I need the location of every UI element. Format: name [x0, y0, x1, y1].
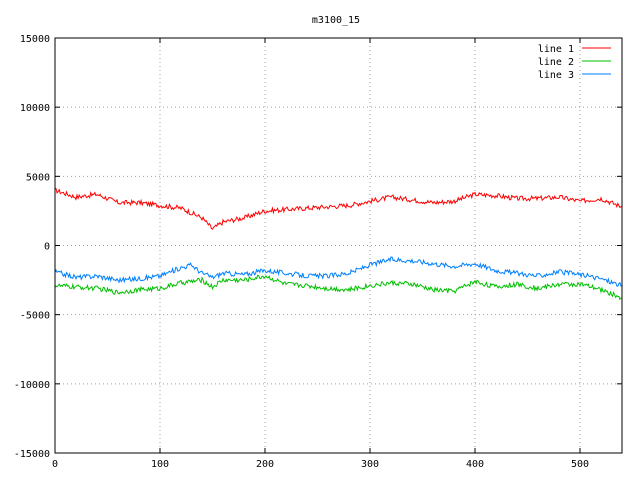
series-line-2 — [54, 274, 622, 301]
series-line-1 — [54, 187, 623, 230]
legend-label-1: line 1 — [538, 44, 574, 55]
plot-frame — [54, 37, 623, 454]
legend-label-3: line 3 — [538, 70, 574, 81]
y-tick-label: -15000 — [14, 449, 50, 460]
x-tick-label: 100 — [151, 459, 169, 470]
x-tick-label: 400 — [466, 459, 484, 470]
x-tick-label: 300 — [361, 459, 379, 470]
y-tick-label: 15000 — [20, 34, 50, 45]
axes: 0 100 200 300 400 500 -15000 -10000 -5000 0 5000 10… — [14, 34, 622, 470]
series-layer — [54, 187, 623, 301]
legend: line 1 line 2 line 3 — [538, 44, 611, 81]
chart-title: m3100_15 — [312, 15, 360, 26]
y-tick-label: 0 — [44, 242, 50, 253]
legend-label-2: line 2 — [538, 57, 574, 68]
x-tick-label: 500 — [571, 459, 589, 470]
y-tick-label: -10000 — [14, 380, 50, 391]
x-tick-label: 0 — [52, 459, 58, 470]
x-tick-label: 200 — [256, 459, 274, 470]
y-tick-label: 10000 — [20, 103, 50, 114]
y-tick-label: -5000 — [20, 311, 50, 322]
series-line-3 — [54, 256, 623, 287]
grid — [55, 38, 622, 453]
y-tick-label: 5000 — [26, 172, 50, 183]
